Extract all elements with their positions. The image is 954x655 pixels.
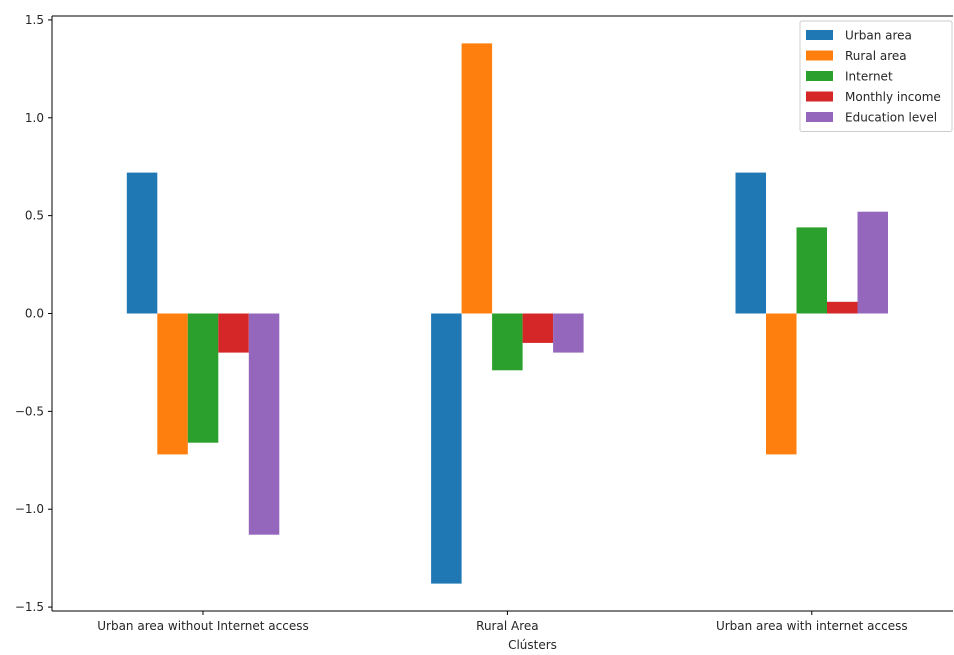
bar-rural-area-2 xyxy=(461,43,493,314)
legend-label: Education level xyxy=(845,111,937,125)
legend-swatch xyxy=(806,30,833,40)
bar-education-level-2 xyxy=(553,313,584,353)
y-tick-label: −1.5 xyxy=(15,600,44,614)
x-tick-label: Urban area without Internet access xyxy=(97,619,309,633)
legend-label: Urban area xyxy=(845,29,912,43)
bar-internet-3 xyxy=(796,227,827,314)
y-tick-label: −1.0 xyxy=(15,502,44,516)
bar-internet-2 xyxy=(492,313,523,371)
bar-monthly-income-2 xyxy=(522,313,554,343)
bar-monthly-income-1 xyxy=(218,313,249,353)
legend: Urban area Rural area Internet Monthly inco… xyxy=(799,20,953,132)
legend-box xyxy=(799,20,953,132)
y-ticks-group: −1.5 −1.0 −0.5 0.0 0.5 1.0 1.5 xyxy=(15,13,52,614)
x-tick-label: Rural Area xyxy=(476,619,538,633)
legend-swatch xyxy=(806,91,833,102)
y-tick-label: 0.5 xyxy=(25,209,44,223)
bar-education-level-1 xyxy=(248,313,280,535)
bar-urban-area-2 xyxy=(431,313,462,584)
legend-swatch xyxy=(806,71,833,81)
legend-label: Monthly income xyxy=(845,90,941,104)
legend-swatch xyxy=(806,50,833,61)
y-tick-label: 1.5 xyxy=(25,13,44,27)
bar-education-level-3 xyxy=(857,211,888,314)
bar-internet-1 xyxy=(187,313,219,443)
bar-rural-area-3 xyxy=(766,313,797,455)
bar-monthly-income-3 xyxy=(827,301,858,314)
y-tick-label: 1.0 xyxy=(25,111,44,125)
legend-label: Internet xyxy=(845,70,893,84)
y-tick-label: 0.0 xyxy=(25,307,44,321)
legend-swatch xyxy=(806,112,833,122)
bars-group xyxy=(126,43,888,584)
x-tick-label: Urban area with internet access xyxy=(716,619,908,633)
bar-urban-area-1 xyxy=(126,172,158,314)
bar-rural-area-1 xyxy=(157,313,188,455)
legend-label: Rural area xyxy=(845,49,907,63)
y-tick-label: −0.5 xyxy=(15,404,44,418)
x-axis-label: Clústers xyxy=(508,638,557,650)
bar-urban-area-3 xyxy=(735,172,766,314)
x-ticks-group: Urban area without Internet access Rural … xyxy=(97,611,908,633)
